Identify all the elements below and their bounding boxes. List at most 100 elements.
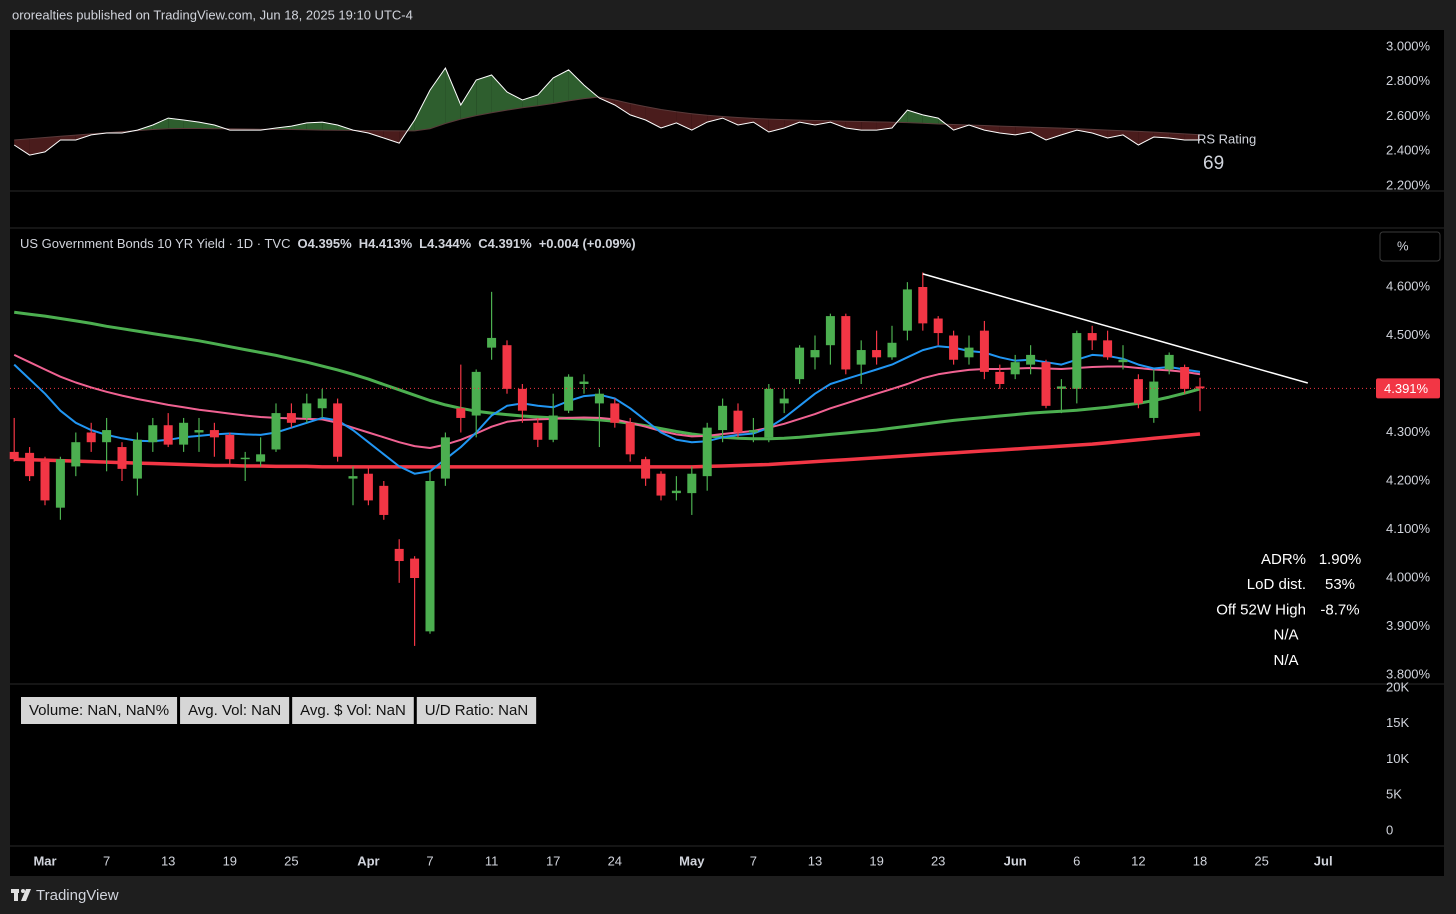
candle-body [702,427,712,477]
y-tick-label: 5K [1386,787,1402,802]
y-tick-label: 4.000% [1386,569,1431,584]
candle-body [456,408,466,418]
legend-high: H4.413% [359,236,413,251]
x-tick-label: 6 [1073,853,1080,868]
volume-button-label: Volume: NaN, NaN% [29,702,169,719]
scale-button-label[interactable]: % [1397,238,1409,253]
stat-value: -8.7% [1320,601,1359,618]
candle-body [887,342,897,358]
rs-rating: 69 [1203,153,1224,174]
y-tick-label: 3.800% [1386,666,1431,681]
candle-body [872,350,882,358]
candle-body [209,430,219,438]
rs-fill [507,92,523,111]
rs-fill [661,109,677,128]
rs-fill [476,75,492,116]
rs-fill [1015,126,1031,135]
volume-button[interactable] [180,697,290,724]
rs-fill [322,122,338,131]
rs-fill [676,111,692,131]
x-tick-label: 7 [426,853,433,868]
scale-button[interactable] [1379,231,1441,262]
candle-body [517,388,527,411]
stat-label: ADR% [1261,551,1306,568]
rs-fill [306,122,323,131]
candle-body [795,347,805,380]
y-tick-label: 2.200% [1386,177,1431,192]
volume-button[interactable] [21,697,178,724]
legend-close: C4.391% [478,236,532,251]
x-tick-label: Apr [357,853,379,868]
x-tick-label: 7 [750,853,757,868]
candle-body [1180,367,1190,389]
x-tick-label: May [679,853,705,868]
candle-body [564,376,574,411]
volume-button[interactable] [416,697,537,724]
y-tick-label: 4.200% [1386,472,1431,487]
candle-body [286,413,296,423]
candle-body [1149,381,1159,418]
rs-label: RS Rating [1197,131,1256,146]
rs-fill [999,126,1016,135]
candle-body [148,425,158,443]
y-tick-label: 4.300% [1386,424,1431,439]
candle-body [425,481,435,632]
candle-body [718,405,728,431]
candle-body [1133,379,1143,404]
x-tick-label: Mar [33,853,56,868]
rs-fill [922,114,939,124]
candle-body [179,422,189,445]
moving-average [14,432,1201,469]
rs-fill [1153,132,1170,138]
moving-average [13,353,1201,449]
rs-fill [784,119,800,128]
rs-fill [1123,130,1139,145]
x-tick-label: 25 [284,853,298,868]
candle-body [71,442,81,467]
rs-fill [753,118,769,132]
rs-fill [45,136,61,152]
x-tick-label: 23 [931,853,945,868]
candle-body [410,558,420,578]
x-tick-label: 19 [223,853,237,868]
candle-body [86,432,96,443]
candle-body [9,451,19,460]
rs-fill [183,120,199,129]
rs-fill [1030,127,1046,140]
x-tick-label: 18 [1193,853,1207,868]
candle-body [240,457,250,460]
volume-button-label: Avg. Vol: NaN [188,702,281,719]
candle-body [656,473,666,496]
rs-fill [199,122,215,129]
y-tick-label: 10K [1386,751,1409,766]
y-tick-label: 3.000% [1386,38,1431,53]
rs-fill [1107,130,1123,138]
y-tick-label: 4.600% [1386,278,1431,293]
candle-body [471,371,481,416]
candle-body [1087,333,1097,341]
candle-body [856,350,866,365]
x-tick-label: 13 [808,853,822,868]
candle-body [348,476,358,479]
legend-symbol: US Government Bonds 10 YR Yield · 1D · T… [20,236,290,251]
candle-body [825,316,835,346]
stat-label: Off 52W High [1216,601,1306,618]
rs-fill [645,106,661,128]
candle-body [1056,386,1066,389]
x-tick-label: 11 [485,853,499,868]
rs-fill [691,113,708,131]
candle-body [810,350,820,358]
rs-fill [14,138,30,156]
volume-button[interactable] [292,697,414,724]
rs-fill [553,69,569,104]
stat-value: 1.90% [1319,551,1362,568]
y-tick-label: 2.600% [1386,108,1431,123]
rs-fill [491,75,507,113]
rs-fill [29,137,45,156]
rs-fill [1092,129,1108,138]
candle-body [949,335,959,360]
x-tick-label: 24 [608,853,622,868]
rs-fill [984,125,1000,133]
candle-body [1010,362,1020,375]
candle-body [1118,359,1128,363]
